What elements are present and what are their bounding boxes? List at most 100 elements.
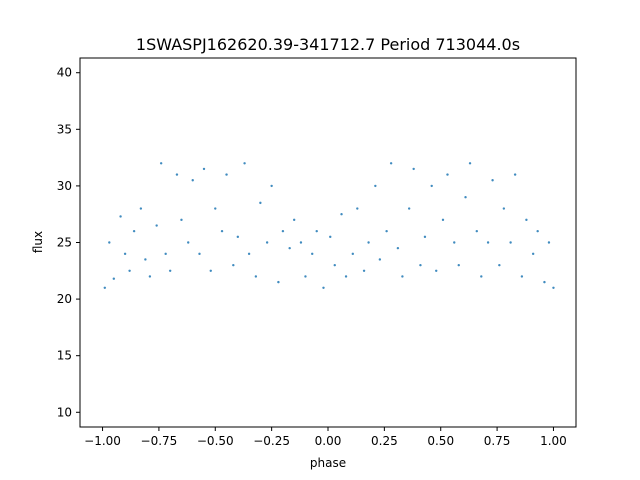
data-point bbox=[435, 269, 438, 272]
data-point bbox=[531, 252, 535, 256]
data-point bbox=[198, 252, 201, 256]
x-tick-label: −1.00 bbox=[84, 434, 121, 448]
data-point bbox=[155, 224, 158, 227]
data-point bbox=[464, 196, 467, 199]
data-point bbox=[168, 269, 172, 272]
data-point bbox=[486, 241, 490, 244]
data-point bbox=[367, 241, 370, 244]
data-point bbox=[374, 184, 377, 188]
data-point bbox=[277, 280, 280, 284]
chart-title: 1SWASPJ162620.39-341712.7 Period 713044.… bbox=[136, 35, 520, 54]
data-point bbox=[333, 263, 336, 267]
x-tick-label: −0.75 bbox=[141, 434, 178, 448]
data-point bbox=[547, 241, 551, 244]
data-point bbox=[552, 286, 555, 289]
data-point bbox=[164, 252, 167, 256]
data-point bbox=[220, 229, 224, 233]
data-point bbox=[128, 269, 131, 272]
data-point bbox=[108, 241, 111, 244]
data-point bbox=[180, 218, 183, 222]
data-point bbox=[148, 275, 152, 278]
data-point bbox=[340, 213, 343, 216]
data-point bbox=[356, 207, 359, 210]
y-tick-label: 15 bbox=[57, 349, 72, 363]
data-point bbox=[292, 218, 296, 222]
x-tick-label: 0.50 bbox=[427, 434, 454, 448]
data-point bbox=[329, 235, 332, 239]
data-point bbox=[225, 173, 228, 176]
y-axis: 10 15 20 25 30 35 40 bbox=[57, 66, 80, 419]
data-point bbox=[191, 179, 194, 182]
data-point bbox=[299, 241, 303, 244]
data-point bbox=[491, 179, 494, 182]
data-point bbox=[232, 263, 235, 267]
data-point bbox=[396, 246, 400, 250]
data-point bbox=[441, 218, 445, 222]
y-tick-label: 20 bbox=[57, 292, 72, 306]
data-point bbox=[311, 252, 314, 256]
data-point bbox=[236, 235, 240, 239]
data-point bbox=[254, 275, 258, 278]
x-tick-label: −0.25 bbox=[253, 434, 290, 448]
x-axis: −1.00 −0.75 −0.50 −0.25 0.00 0.25 0.50 0.75 1.00 bbox=[84, 427, 567, 448]
data-point bbox=[419, 263, 422, 267]
data-point bbox=[159, 162, 163, 165]
data-point bbox=[430, 184, 433, 188]
data-point bbox=[407, 207, 411, 210]
data-point bbox=[265, 241, 269, 244]
data-point bbox=[543, 280, 546, 284]
data-point bbox=[281, 229, 285, 233]
y-tick-label: 10 bbox=[57, 405, 72, 419]
y-axis-label: flux bbox=[31, 231, 45, 253]
x-tick-label: 1.00 bbox=[540, 434, 567, 448]
data-point bbox=[453, 241, 456, 244]
data-point bbox=[475, 229, 478, 233]
data-point bbox=[344, 275, 348, 278]
data-point bbox=[139, 207, 143, 210]
data-point bbox=[498, 263, 501, 267]
data-point bbox=[112, 277, 116, 280]
y-tick-label: 40 bbox=[57, 66, 72, 80]
x-tick-label: 0.25 bbox=[371, 434, 398, 448]
data-point bbox=[457, 263, 460, 267]
data-point bbox=[536, 229, 539, 233]
data-point bbox=[202, 167, 206, 171]
data-point bbox=[270, 184, 273, 188]
data-point bbox=[525, 218, 528, 222]
data-point bbox=[502, 207, 506, 210]
data-point bbox=[362, 269, 366, 272]
data-point bbox=[423, 235, 427, 239]
x-tick-label: 0.75 bbox=[484, 434, 511, 448]
data-point bbox=[247, 252, 251, 256]
data-point bbox=[243, 162, 246, 165]
scatter-points bbox=[103, 162, 555, 289]
x-tick-label: −0.50 bbox=[197, 434, 234, 448]
data-point bbox=[304, 275, 307, 278]
data-point bbox=[132, 229, 136, 233]
data-point bbox=[175, 173, 179, 176]
data-point bbox=[385, 229, 388, 233]
data-point bbox=[123, 252, 127, 256]
data-point bbox=[509, 241, 512, 244]
data-point bbox=[513, 173, 517, 176]
data-point bbox=[412, 167, 415, 171]
data-point bbox=[103, 286, 107, 289]
data-point bbox=[259, 201, 262, 205]
data-point bbox=[378, 258, 382, 261]
data-point bbox=[187, 241, 190, 244]
data-point bbox=[351, 252, 354, 256]
y-tick-label: 35 bbox=[57, 122, 72, 136]
data-point bbox=[468, 162, 472, 165]
data-point bbox=[315, 229, 318, 233]
y-tick-label: 30 bbox=[57, 179, 72, 193]
data-point bbox=[288, 246, 291, 250]
data-point bbox=[214, 207, 217, 210]
data-point bbox=[322, 286, 325, 289]
y-tick-label: 25 bbox=[57, 236, 72, 250]
x-axis-label: phase bbox=[310, 456, 346, 470]
data-point bbox=[119, 215, 122, 218]
data-point bbox=[144, 258, 147, 261]
data-point bbox=[520, 275, 524, 278]
